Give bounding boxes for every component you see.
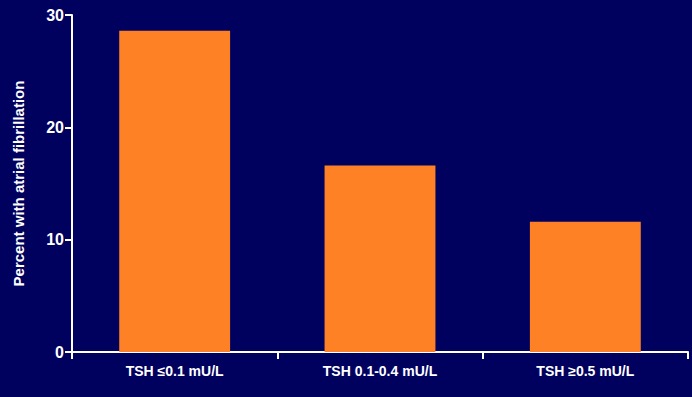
- svg-text:Percent with atrial fibrillati: Percent with atrial fibrillation: [10, 81, 27, 287]
- svg-text:10: 10: [46, 231, 64, 248]
- svg-text:TSH 0.1-0.4 mU/L: TSH 0.1-0.4 mU/L: [323, 363, 438, 379]
- svg-text:0: 0: [55, 344, 64, 361]
- svg-text:TSH ≤0.1 mU/L: TSH ≤0.1 mU/L: [126, 363, 224, 379]
- svg-text:TSH ≥0.5 mU/L: TSH ≥0.5 mU/L: [536, 363, 634, 379]
- svg-text:20: 20: [46, 119, 64, 136]
- svg-text:30: 30: [46, 7, 64, 24]
